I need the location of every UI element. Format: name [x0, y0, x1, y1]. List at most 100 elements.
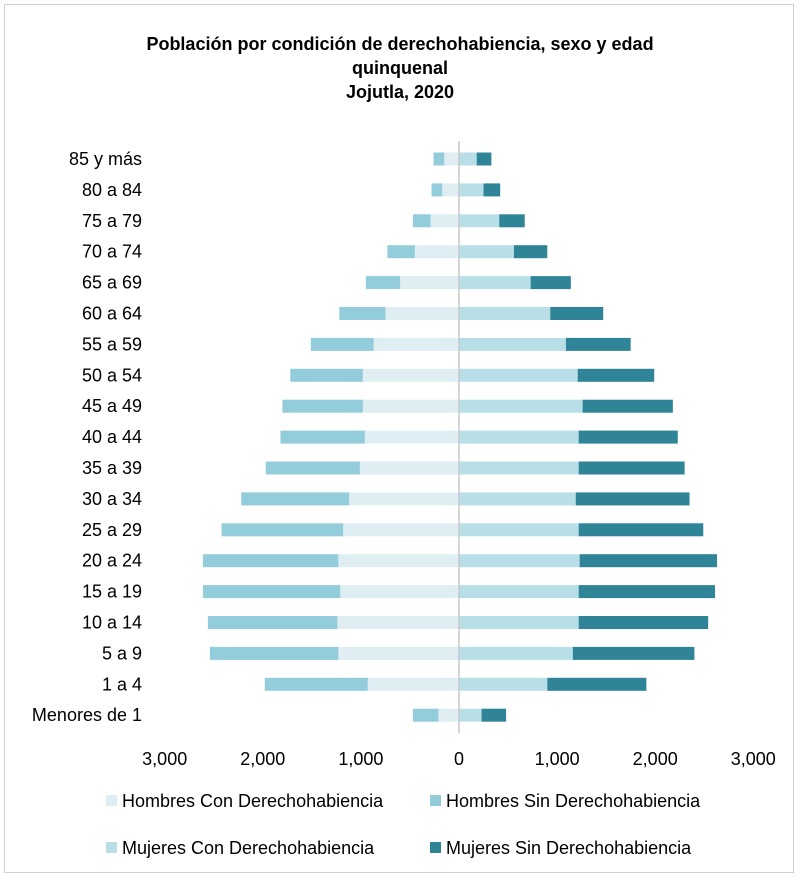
- legend-swatch-3: [430, 842, 441, 853]
- bar-mujeres-sin-10: [578, 461, 685, 475]
- bar-mujeres-sin-1: [483, 183, 501, 197]
- category-label: Menores de 1: [32, 705, 142, 725]
- bar-mujeres-con-15: [459, 616, 579, 629]
- bar-hombres-sin-10: [265, 461, 360, 475]
- category-label: 65 a 69: [82, 273, 142, 293]
- bar-mujeres-con-7: [459, 368, 578, 382]
- bar-mujeres-con-5: [459, 307, 551, 320]
- bar-mujeres-con-8: [459, 399, 583, 413]
- category-label: 35 a 39: [82, 458, 142, 478]
- bar-hombres-sin-18: [412, 708, 439, 722]
- bar-mujeres-sin-18: [481, 708, 507, 722]
- chart-subtitle: Jojutla, 2020: [346, 82, 454, 102]
- bar-mujeres-sin-16: [572, 646, 695, 660]
- bar-hombres-con-12: [343, 523, 459, 537]
- bar-hombres-con-17: [367, 677, 459, 691]
- bar-hombres-sin-16: [209, 646, 339, 660]
- bar-mujeres-con-6: [459, 337, 566, 351]
- bar-hombres-con-3: [414, 245, 459, 259]
- bar-mujeres-con-11: [459, 492, 576, 506]
- bar-mujeres-con-9: [459, 430, 579, 444]
- bar-mujeres-sin-14: [578, 585, 716, 599]
- legend-label-2: Mujeres Con Derechohabiencia: [122, 838, 375, 858]
- bar-hombres-sin-11: [241, 492, 350, 506]
- bar-hombres-con-6: [373, 337, 459, 351]
- bar-mujeres-con-18: [459, 708, 482, 722]
- bar-hombres-sin-3: [387, 245, 415, 259]
- bar-mujeres-sin-12: [578, 523, 704, 537]
- bar-hombres-con-11: [349, 492, 459, 506]
- bar-mujeres-con-12: [459, 523, 579, 537]
- bar-mujeres-con-0: [459, 152, 477, 166]
- bar-mujeres-con-16: [459, 646, 573, 660]
- category-label: 55 a 59: [82, 334, 142, 354]
- bar-mujeres-con-17: [459, 677, 548, 691]
- x-tick-label: 2,000: [240, 749, 285, 769]
- bar-mujeres-con-3: [459, 245, 514, 259]
- category-label: 10 a 14: [82, 613, 142, 633]
- category-label: 50 a 54: [82, 365, 142, 385]
- bar-mujeres-con-1: [459, 183, 484, 197]
- x-tick-label: 1,000: [535, 749, 580, 769]
- bar-mujeres-con-13: [459, 554, 580, 568]
- legend-swatch-0: [106, 795, 117, 806]
- bar-hombres-con-16: [338, 646, 459, 660]
- bar-hombres-sin-17: [264, 677, 368, 691]
- chart-frame: [4, 4, 794, 873]
- bar-hombres-con-5: [385, 307, 459, 320]
- bar-hombres-con-1: [442, 183, 459, 197]
- bar-mujeres-sin-7: [577, 368, 655, 382]
- category-label: 25 a 29: [82, 520, 142, 540]
- bar-mujeres-sin-9: [578, 430, 678, 444]
- bar-mujeres-sin-11: [575, 492, 690, 506]
- legend-swatch-1: [430, 795, 441, 806]
- bar-mujeres-con-4: [459, 276, 531, 290]
- bar-hombres-sin-6: [310, 337, 374, 351]
- category-label: 15 a 19: [82, 582, 142, 602]
- bar-hombres-con-10: [359, 461, 459, 475]
- category-label: 70 a 74: [82, 242, 142, 262]
- bar-hombres-con-9: [364, 430, 459, 444]
- bar-hombres-sin-4: [365, 276, 401, 290]
- bar-mujeres-sin-0: [476, 152, 492, 166]
- bar-mujeres-sin-8: [582, 399, 673, 413]
- bar-hombres-con-8: [362, 399, 459, 413]
- bar-hombres-sin-14: [202, 585, 341, 599]
- category-label: 85 y más: [69, 149, 142, 169]
- bar-mujeres-sin-13: [579, 554, 718, 568]
- x-tick-label: 0: [454, 749, 464, 769]
- bar-mujeres-con-14: [459, 585, 579, 599]
- category-label: 40 a 44: [82, 427, 142, 447]
- bar-mujeres-con-10: [459, 461, 579, 475]
- x-tick-label: 3,000: [142, 749, 187, 769]
- bar-mujeres-sin-4: [530, 276, 571, 290]
- bar-hombres-sin-15: [207, 616, 338, 629]
- x-tick-label: 2,000: [633, 749, 678, 769]
- category-label: 45 a 49: [82, 396, 142, 416]
- category-label: 20 a 24: [82, 551, 142, 571]
- chart-title-line2: quinquenal: [352, 58, 448, 78]
- x-tick-label: 1,000: [338, 749, 383, 769]
- bar-hombres-con-7: [362, 368, 459, 382]
- legend-swatch-2: [106, 842, 117, 853]
- bar-hombres-sin-8: [282, 399, 363, 413]
- legend-label-0: Hombres Con Derechohabiencia: [122, 791, 384, 811]
- category-label: 30 a 34: [82, 489, 142, 509]
- x-tick-label: 3,000: [731, 749, 776, 769]
- category-label: 5 a 9: [102, 643, 142, 663]
- legend-label-3: Mujeres Sin Derechohabiencia: [446, 838, 692, 858]
- bar-mujeres-sin-15: [578, 616, 709, 629]
- category-label: 1 a 4: [102, 674, 142, 694]
- legend-label-1: Hombres Sin Derechohabiencia: [446, 791, 701, 811]
- category-label: 60 a 64: [82, 304, 142, 324]
- bar-mujeres-sin-3: [513, 245, 548, 259]
- bar-hombres-sin-7: [290, 368, 363, 382]
- bar-mujeres-sin-5: [550, 307, 604, 320]
- bar-hombres-sin-12: [221, 523, 344, 537]
- bar-hombres-sin-0: [433, 152, 445, 166]
- bar-mujeres-sin-17: [547, 677, 647, 691]
- bar-hombres-sin-13: [202, 554, 339, 568]
- bar-hombres-con-4: [400, 276, 459, 290]
- bar-hombres-con-15: [337, 616, 459, 629]
